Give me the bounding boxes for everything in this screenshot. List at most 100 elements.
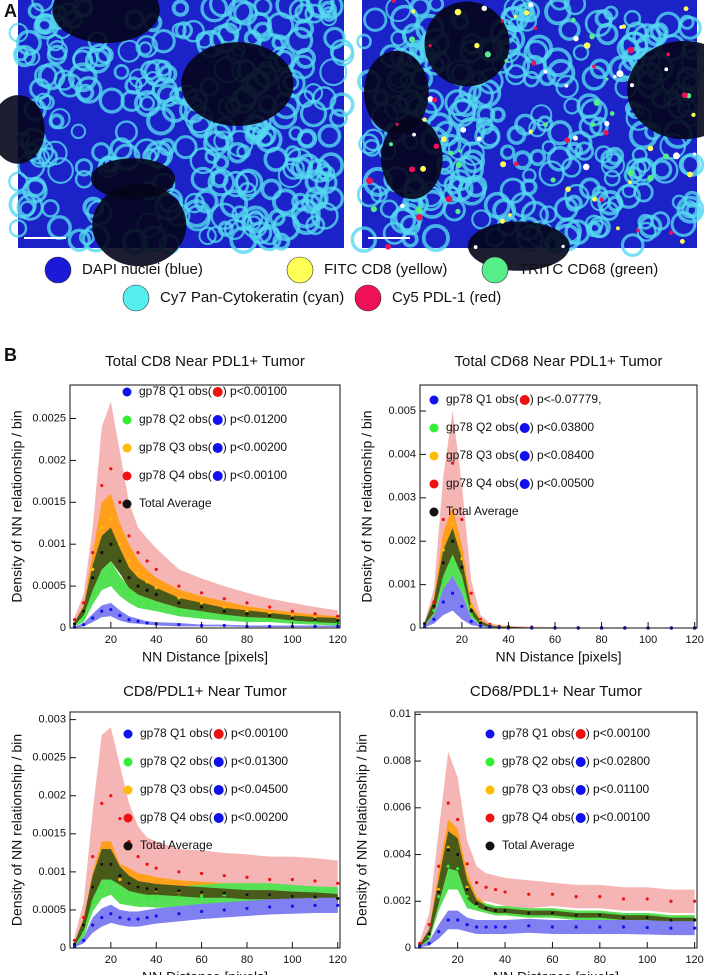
dark-region: [90, 158, 176, 200]
legend-label: gp78 Q4 obs(: [502, 810, 575, 824]
mean-marker: [336, 903, 340, 907]
mean-marker: [82, 923, 86, 927]
mean-marker: [127, 618, 131, 622]
mean-marker: [450, 591, 455, 595]
chart-title: CD68/PDL1+ Near Tumor: [470, 683, 642, 700]
cell: [229, 225, 258, 255]
stain-spot: [500, 161, 507, 168]
mean-marker: [199, 909, 204, 914]
stain-spot: [433, 143, 440, 150]
x-tick-label: 80: [241, 634, 253, 646]
cell: [124, 76, 143, 95]
cell: [219, 189, 249, 218]
mean-marker: [177, 912, 181, 916]
cell: [231, 205, 249, 223]
stain-spot: [458, 149, 462, 153]
mean-marker: [469, 613, 473, 617]
cell: [113, 64, 130, 80]
y-tick-label: 0.002: [383, 895, 411, 907]
mean-marker: [199, 591, 204, 595]
mean-marker: [177, 870, 181, 874]
cell: [257, 131, 274, 147]
stain-spot: [609, 111, 615, 116]
mean-marker: [427, 934, 431, 938]
cell: [98, 87, 125, 114]
stain-spot: [599, 197, 604, 202]
error-band: [424, 506, 695, 628]
mean-marker: [222, 597, 226, 601]
mean-marker: [177, 609, 181, 613]
cell: [567, 130, 593, 156]
stain-spot: [476, 136, 482, 142]
x-tick-label: 20: [105, 954, 117, 966]
cell: [329, 92, 355, 118]
cell: [329, 108, 348, 128]
cell: [471, 209, 492, 230]
legend-label: gp78 Q2 obs(: [502, 754, 575, 768]
mean-marker: [465, 862, 469, 866]
legend-label: gp78 Q1 obs(: [502, 726, 575, 740]
y-tick-label: 0.004: [388, 448, 416, 460]
mean-marker: [645, 925, 649, 930]
mean-marker: [245, 906, 249, 911]
cell: [67, 228, 91, 252]
error-band: [74, 849, 338, 946]
legend-label: gp78 Q1 obs(: [140, 726, 213, 740]
mean-marker: [268, 893, 272, 897]
cell: [200, 0, 229, 23]
stain-spot: [613, 74, 617, 79]
x-tick-label: 100: [283, 954, 301, 966]
mean-marker: [136, 598, 140, 602]
stain-spot: [691, 112, 696, 117]
mean-marker: [177, 889, 181, 893]
cell: [503, 51, 531, 79]
mean-marker: [693, 926, 697, 930]
dark-region: [627, 40, 704, 140]
legend-swatch: [286, 256, 314, 284]
x-tick-label: 40: [150, 954, 162, 966]
stain-spot: [647, 174, 654, 182]
mean-marker: [136, 917, 140, 921]
y-tick-label: 0: [405, 942, 411, 954]
dark-region: [424, 1, 510, 87]
legend-obs-marker: [575, 785, 586, 795]
y-tick-label: 0.002: [38, 454, 66, 466]
mean-marker: [199, 612, 204, 617]
mean-marker: [199, 605, 204, 609]
y-tick-label: 0.003: [38, 714, 66, 726]
mean-marker: [100, 915, 104, 920]
cell: [539, 205, 558, 224]
mean-marker: [574, 925, 578, 929]
mean-marker: [460, 517, 464, 522]
x-tick-label: 60: [195, 634, 207, 646]
y-tick-label: 0.002: [38, 790, 66, 802]
stain-spot: [666, 52, 670, 57]
mean-marker: [268, 624, 272, 628]
mean-marker: [423, 622, 427, 626]
mean-marker: [437, 930, 441, 934]
cell: [314, 171, 338, 195]
mean-marker: [222, 908, 226, 912]
legend-p-value: ) p<0.00200: [224, 810, 289, 824]
mean-marker: [154, 866, 158, 870]
cell: [34, 64, 58, 88]
mean-marker: [441, 600, 445, 604]
cell: [284, 145, 302, 162]
mean-marker: [91, 885, 95, 889]
mean-marker: [313, 624, 317, 628]
x-tick-label: 20: [105, 634, 117, 646]
stain-spot: [524, 10, 530, 16]
stain-spot: [391, 0, 396, 3]
mean-marker: [441, 578, 445, 582]
stain-spot: [592, 64, 596, 69]
mean-marker: [313, 612, 317, 616]
legend-marker: [485, 729, 495, 739]
legend-p-value: ) p<-0.07779,: [530, 392, 602, 406]
cell: [29, 78, 51, 100]
stain-spot: [570, 17, 576, 23]
mean-marker: [465, 894, 469, 899]
mean-marker: [118, 915, 122, 920]
mean-marker: [484, 925, 488, 929]
legend-marker: [122, 499, 132, 509]
y-tick-label: 0.008: [383, 755, 411, 767]
